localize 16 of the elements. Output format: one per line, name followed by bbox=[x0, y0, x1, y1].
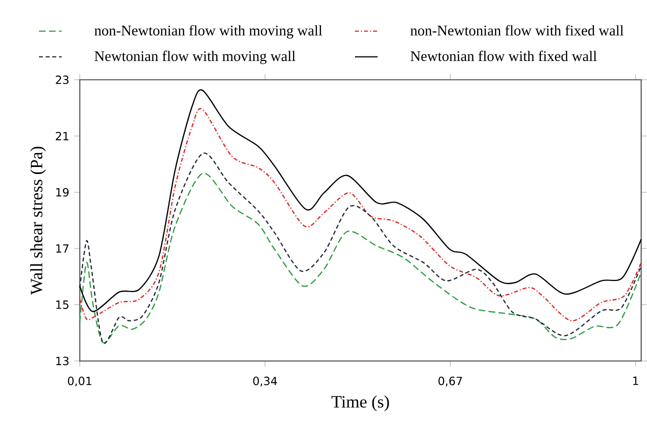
legend-label: Newtonian flow with fixed wall bbox=[410, 50, 597, 62]
x-tick-label: 0,01 bbox=[68, 376, 92, 386]
y-tick-label: 21 bbox=[56, 132, 68, 140]
y-tick-label: 23 bbox=[56, 76, 68, 84]
y-tick-label: 17 bbox=[56, 244, 68, 253]
x-tick-label: 1 bbox=[633, 376, 638, 385]
legend-label: Newtonian flow with moving wall bbox=[94, 50, 296, 64]
y-tick-label: 13 bbox=[56, 356, 68, 366]
y-axis-title: Wall shear stress (Pa) bbox=[30, 146, 46, 295]
x-tick-label: 0,67 bbox=[438, 376, 462, 386]
x-axis-title: Time (s) bbox=[332, 396, 389, 412]
x-tick-label: 0,34 bbox=[253, 376, 277, 386]
y-tick-label: 19 bbox=[56, 188, 69, 197]
legend-label: non-Newtonian flow with fixed wall bbox=[410, 25, 624, 36]
y-tick-label: 15 bbox=[56, 300, 68, 310]
legend-label: non-Newtonian flow with moving wall bbox=[94, 25, 322, 39]
